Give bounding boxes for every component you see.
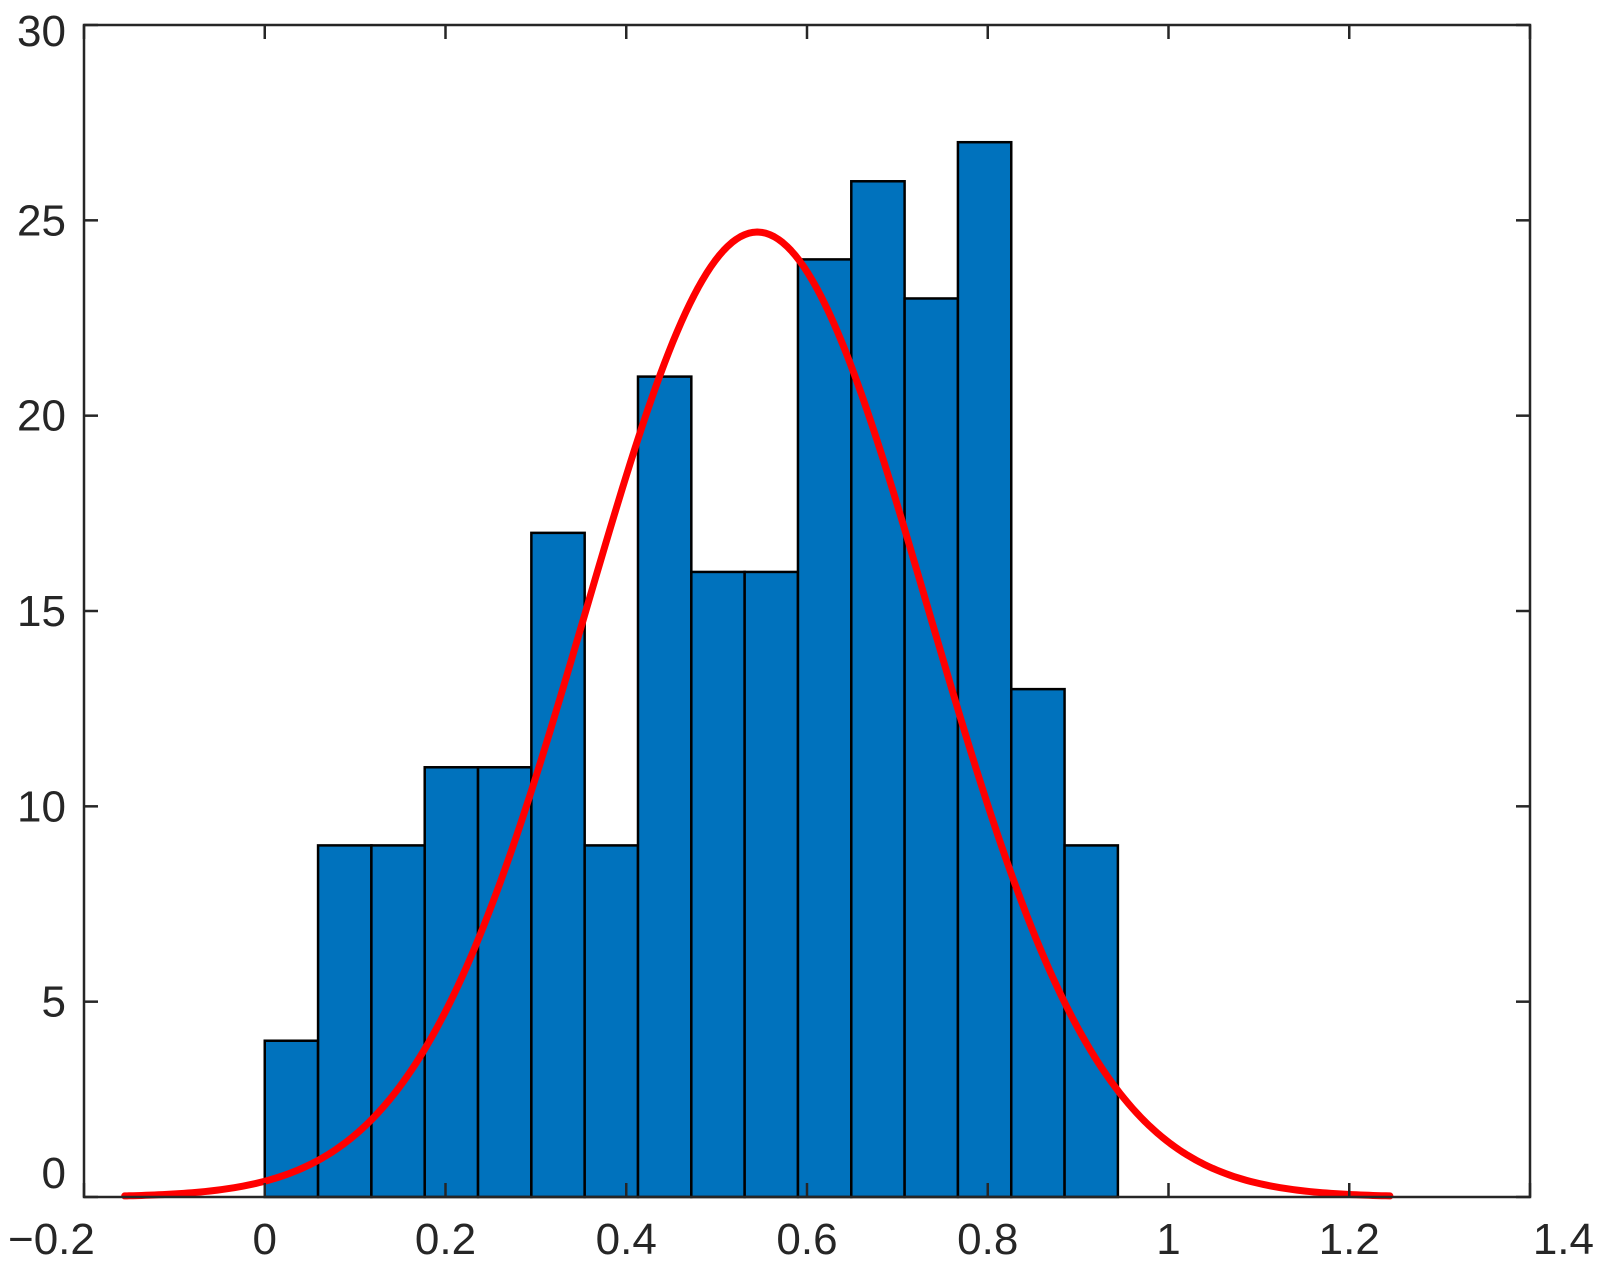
y-tick-label: 5 bbox=[42, 978, 66, 1027]
y-tick-label: 15 bbox=[17, 587, 66, 636]
x-tick-label: 0.2 bbox=[415, 1215, 476, 1264]
x-tick-label: 0.6 bbox=[776, 1215, 837, 1264]
histogram-bar bbox=[636, 375, 693, 1199]
y-tick-label: 20 bbox=[17, 392, 66, 441]
histogram-bar bbox=[583, 844, 640, 1199]
histogram-bar bbox=[956, 140, 1013, 1199]
fit-curve-layer bbox=[121, 228, 1394, 1200]
histogram-bar bbox=[850, 180, 906, 1199]
y-tick-label: 30 bbox=[17, 7, 66, 56]
x-axis-ticks: −0.2 0 0.2 0.4 0.6 0.8 1 1.2 1.4 bbox=[8, 25, 1594, 1264]
x-tick-label: 1.4 bbox=[1533, 1215, 1594, 1264]
x-tick-label: 0.4 bbox=[596, 1215, 657, 1264]
y-axis-ticks: 0 5 10 15 20 25 30 bbox=[17, 7, 1530, 1199]
x-tick-label: 0.8 bbox=[957, 1215, 1018, 1264]
histogram-bar bbox=[903, 297, 960, 1199]
histogram-bar bbox=[796, 258, 853, 1199]
histogram-bar bbox=[743, 570, 800, 1199]
histogram-bar bbox=[423, 766, 480, 1199]
x-tick-label: 0 bbox=[253, 1215, 277, 1264]
histogram-bar bbox=[476, 766, 533, 1199]
histogram-bars bbox=[263, 140, 1120, 1199]
y-tick-label: 10 bbox=[17, 782, 66, 831]
x-tick-label: −0.2 bbox=[8, 1215, 95, 1264]
y-tick-label: 25 bbox=[17, 196, 66, 245]
histogram-bar bbox=[370, 844, 426, 1199]
histogram-bar bbox=[316, 844, 373, 1199]
y-tick-label: 0 bbox=[42, 1149, 66, 1198]
x-tick-label: 1 bbox=[1156, 1215, 1180, 1264]
normal-fit-curve bbox=[121, 228, 1394, 1200]
x-tick-label: 1.2 bbox=[1319, 1215, 1380, 1264]
histogram-bar bbox=[690, 570, 746, 1199]
